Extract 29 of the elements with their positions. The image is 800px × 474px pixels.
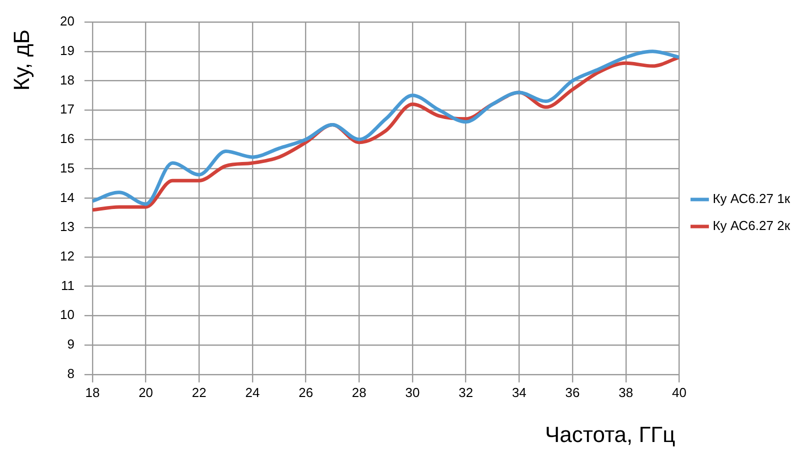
y-tick-label: 9 (67, 336, 74, 352)
y-tick-label: 15 (60, 160, 74, 176)
x-tick-label: 36 (565, 384, 580, 400)
y-tick-label: 19 (60, 42, 74, 58)
y-tick-label: 18 (60, 72, 74, 88)
x-tick-label: 26 (298, 384, 314, 400)
x-tick-label: 40 (672, 384, 686, 400)
x-axis-title: Частота, ГГц (545, 422, 676, 448)
x-tick-label: 32 (458, 384, 474, 400)
x-tick-label: 30 (405, 384, 420, 400)
y-tick-label: 20 (60, 14, 74, 29)
y-tick-label: 16 (60, 131, 74, 146)
y-tick-label: 10 (60, 307, 74, 322)
x-tick-label: 18 (85, 384, 100, 400)
x-tick-label: 34 (512, 384, 526, 400)
y-tick-label: 13 (60, 219, 74, 234)
y-tick-label: 12 (60, 248, 74, 264)
y-tick-label: 14 (60, 190, 74, 205)
y-axis-title: Ку, дБ (9, 29, 35, 91)
y-tick-label: 8 (67, 366, 74, 381)
x-tick-label: 20 (138, 384, 154, 400)
legend-label: Ку АС6.27 1к (712, 191, 790, 206)
y-tick-label: 11 (60, 278, 74, 293)
x-tick-label: 28 (352, 384, 366, 400)
legend-label: Ку АС6.27 2к (712, 218, 790, 234)
y-tick-label: 17 (60, 102, 74, 117)
x-tick-label: 38 (618, 384, 634, 400)
x-tick-label: 22 (192, 384, 206, 400)
x-tick-label: 24 (245, 384, 260, 400)
